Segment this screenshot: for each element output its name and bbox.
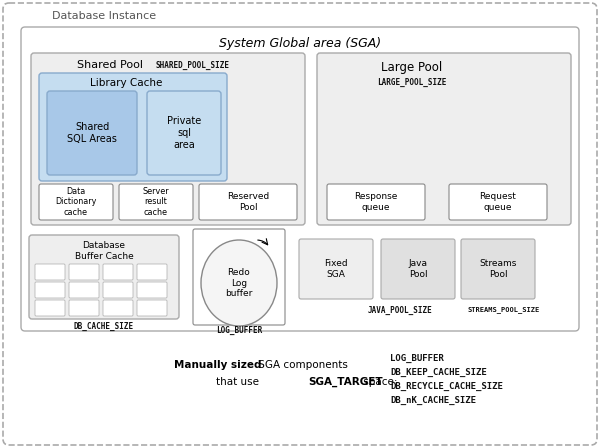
FancyBboxPatch shape: [47, 91, 137, 175]
FancyBboxPatch shape: [381, 239, 455, 299]
Ellipse shape: [201, 240, 277, 326]
FancyBboxPatch shape: [31, 53, 305, 225]
Text: Fixed
SGA: Fixed SGA: [324, 259, 348, 279]
Text: LOG_BUFFER: LOG_BUFFER: [216, 325, 262, 335]
Text: Response
queue: Response queue: [355, 192, 398, 212]
FancyBboxPatch shape: [103, 264, 133, 280]
FancyBboxPatch shape: [69, 300, 99, 316]
FancyBboxPatch shape: [69, 264, 99, 280]
FancyBboxPatch shape: [21, 27, 579, 331]
Text: Shared
SQL Areas: Shared SQL Areas: [67, 122, 117, 144]
Text: LOG_BUFFER: LOG_BUFFER: [390, 353, 444, 362]
Text: Java
Pool: Java Pool: [409, 259, 427, 279]
FancyBboxPatch shape: [137, 282, 167, 298]
Text: that use: that use: [216, 377, 262, 387]
Text: System Global area (SGA): System Global area (SGA): [219, 36, 381, 49]
Text: Large Pool: Large Pool: [382, 61, 443, 74]
FancyBboxPatch shape: [327, 184, 425, 220]
Text: Manually sized: Manually sized: [175, 360, 262, 370]
FancyBboxPatch shape: [299, 239, 373, 299]
FancyBboxPatch shape: [137, 264, 167, 280]
FancyBboxPatch shape: [147, 91, 221, 175]
Text: Database Instance: Database Instance: [52, 11, 156, 21]
Text: LARGE_POOL_SIZE: LARGE_POOL_SIZE: [377, 78, 446, 86]
Text: DB_nK_CACHE_SIZE: DB_nK_CACHE_SIZE: [390, 396, 476, 405]
Text: SGA_TARGET: SGA_TARGET: [308, 377, 383, 387]
Text: DB_CACHE_SIZE: DB_CACHE_SIZE: [74, 322, 134, 331]
Text: DB_RECYCLE_CACHE_SIZE: DB_RECYCLE_CACHE_SIZE: [390, 381, 503, 391]
Text: STREAMS_POOL_SIZE: STREAMS_POOL_SIZE: [468, 306, 540, 314]
Text: Database
Buffer Cache: Database Buffer Cache: [74, 241, 133, 261]
FancyBboxPatch shape: [69, 282, 99, 298]
FancyBboxPatch shape: [3, 3, 597, 445]
Text: Shared Pool: Shared Pool: [77, 60, 143, 70]
FancyBboxPatch shape: [39, 73, 227, 181]
FancyBboxPatch shape: [193, 229, 285, 325]
FancyBboxPatch shape: [199, 184, 297, 220]
Text: Library Cache: Library Cache: [90, 78, 163, 88]
Text: Private
sql
area: Private sql area: [167, 116, 201, 150]
FancyBboxPatch shape: [137, 300, 167, 316]
Text: Data
Dictionary
cache: Data Dictionary cache: [55, 187, 97, 217]
FancyBboxPatch shape: [461, 239, 535, 299]
FancyBboxPatch shape: [35, 300, 65, 316]
Text: JAVA_POOL_SIZE: JAVA_POOL_SIZE: [368, 306, 433, 314]
FancyBboxPatch shape: [317, 53, 571, 225]
Text: Request
queue: Request queue: [479, 192, 517, 212]
Text: space:: space:: [360, 377, 398, 387]
FancyBboxPatch shape: [29, 235, 179, 319]
FancyBboxPatch shape: [449, 184, 547, 220]
Text: SHARED_POOL_SIZE: SHARED_POOL_SIZE: [156, 60, 230, 69]
FancyBboxPatch shape: [35, 264, 65, 280]
FancyBboxPatch shape: [39, 184, 113, 220]
FancyBboxPatch shape: [103, 300, 133, 316]
Text: DB_KEEP_CACHE_SIZE: DB_KEEP_CACHE_SIZE: [390, 367, 487, 377]
Text: Reserved
Pool: Reserved Pool: [227, 192, 269, 212]
Text: Streams
Pool: Streams Pool: [479, 259, 517, 279]
Text: Redo
Log
buffer: Redo Log buffer: [226, 268, 253, 298]
FancyBboxPatch shape: [119, 184, 193, 220]
FancyBboxPatch shape: [103, 282, 133, 298]
Text: SGA components: SGA components: [255, 360, 348, 370]
Text: Server
result
cache: Server result cache: [143, 187, 169, 217]
FancyBboxPatch shape: [35, 282, 65, 298]
